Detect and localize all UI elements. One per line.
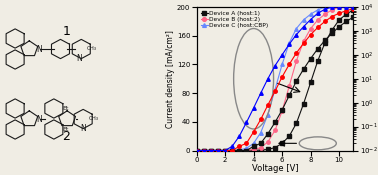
Device A (host:1) — [337, 19, 341, 21]
Device C (host:CBP) — [344, 1, 349, 3]
Device B (host:2) — [351, 2, 356, 4]
Device C (host:CBP) — [337, 2, 341, 4]
Device B (host:2) — [337, 6, 341, 8]
Device A (host:1) — [323, 42, 327, 44]
Device A (host:1) — [308, 81, 313, 83]
Device B (host:2) — [216, 149, 220, 152]
Device A (host:1) — [244, 149, 249, 152]
X-axis label: Voltage [V]: Voltage [V] — [252, 164, 298, 173]
Device B (host:2) — [266, 141, 270, 143]
Device A (host:1) — [251, 149, 256, 151]
Device B (host:2) — [230, 149, 234, 152]
Device C (host:CBP) — [251, 142, 256, 144]
Device C (host:CBP) — [216, 149, 220, 152]
Device B (host:2) — [330, 9, 334, 11]
Text: N: N — [36, 114, 42, 124]
Device B (host:2) — [194, 149, 199, 152]
Device C (host:CBP) — [209, 149, 213, 152]
Device C (host:CBP) — [273, 88, 277, 91]
Device C (host:CBP) — [266, 114, 270, 116]
Device B (host:2) — [209, 149, 213, 152]
Device C (host:CBP) — [316, 9, 320, 11]
Device B (host:2) — [273, 129, 277, 131]
Text: CH₃: CH₃ — [88, 117, 99, 121]
Device B (host:2) — [244, 149, 249, 151]
Device B (host:2) — [308, 27, 313, 30]
Device A (host:1) — [330, 29, 334, 31]
Device C (host:CBP) — [230, 149, 234, 151]
Device A (host:1) — [223, 149, 227, 152]
Device A (host:1) — [280, 142, 284, 144]
Line: Device B (host:2): Device B (host:2) — [195, 2, 355, 152]
Device B (host:2) — [237, 149, 242, 152]
Device C (host:CBP) — [237, 149, 242, 151]
Device C (host:CBP) — [323, 6, 327, 8]
Device B (host:2) — [223, 149, 227, 152]
Device A (host:1) — [351, 9, 356, 11]
Device A (host:1) — [287, 135, 291, 137]
Device C (host:CBP) — [201, 149, 206, 152]
Text: N: N — [76, 54, 82, 63]
Device A (host:1) — [259, 149, 263, 151]
Device C (host:CBP) — [223, 149, 227, 152]
Device B (host:2) — [201, 149, 206, 152]
Device B (host:2) — [344, 4, 349, 6]
Device C (host:CBP) — [259, 132, 263, 134]
Text: Et: Et — [63, 127, 69, 132]
Text: 1: 1 — [62, 25, 70, 38]
Device A (host:1) — [194, 149, 199, 152]
Text: 2: 2 — [62, 130, 70, 143]
Device C (host:CBP) — [280, 63, 284, 65]
Device C (host:CBP) — [244, 147, 249, 149]
Device C (host:CBP) — [351, 0, 356, 2]
Line: Device C (host:CBP): Device C (host:CBP) — [195, 0, 355, 152]
Device C (host:CBP) — [287, 42, 291, 44]
Device B (host:2) — [287, 85, 291, 87]
Text: CH₃: CH₃ — [87, 47, 97, 51]
Device A (host:1) — [301, 103, 306, 105]
Device C (host:CBP) — [294, 27, 299, 30]
Device C (host:CBP) — [301, 19, 306, 21]
Legend: Device A (host:1), Device B (host:2), Device C (host:CBP): Device A (host:1), Device B (host:2), De… — [200, 10, 270, 29]
Device B (host:2) — [251, 149, 256, 151]
Device A (host:1) — [294, 122, 299, 124]
Text: N: N — [36, 44, 42, 54]
Text: N: N — [80, 124, 86, 133]
Device B (host:2) — [301, 40, 306, 43]
Device B (host:2) — [294, 60, 299, 62]
Device B (host:2) — [259, 147, 263, 149]
Y-axis label: Current density [mA/cm²]: Current density [mA/cm²] — [166, 30, 175, 128]
Device B (host:2) — [323, 13, 327, 15]
Device C (host:CBP) — [330, 4, 334, 6]
Device C (host:CBP) — [194, 149, 199, 152]
Device A (host:1) — [230, 149, 234, 152]
Device B (host:2) — [316, 19, 320, 21]
Device A (host:1) — [201, 149, 206, 152]
Device A (host:1) — [273, 147, 277, 149]
Device C (host:CBP) — [308, 13, 313, 15]
Line: Device A (host:1): Device A (host:1) — [195, 8, 355, 152]
Device A (host:1) — [344, 13, 349, 15]
Device A (host:1) — [266, 148, 270, 150]
Device A (host:1) — [237, 149, 242, 152]
Device B (host:2) — [280, 110, 284, 112]
Text: Et: Et — [63, 106, 69, 111]
Device A (host:1) — [209, 149, 213, 152]
Device A (host:1) — [316, 60, 320, 62]
Device A (host:1) — [216, 149, 220, 152]
